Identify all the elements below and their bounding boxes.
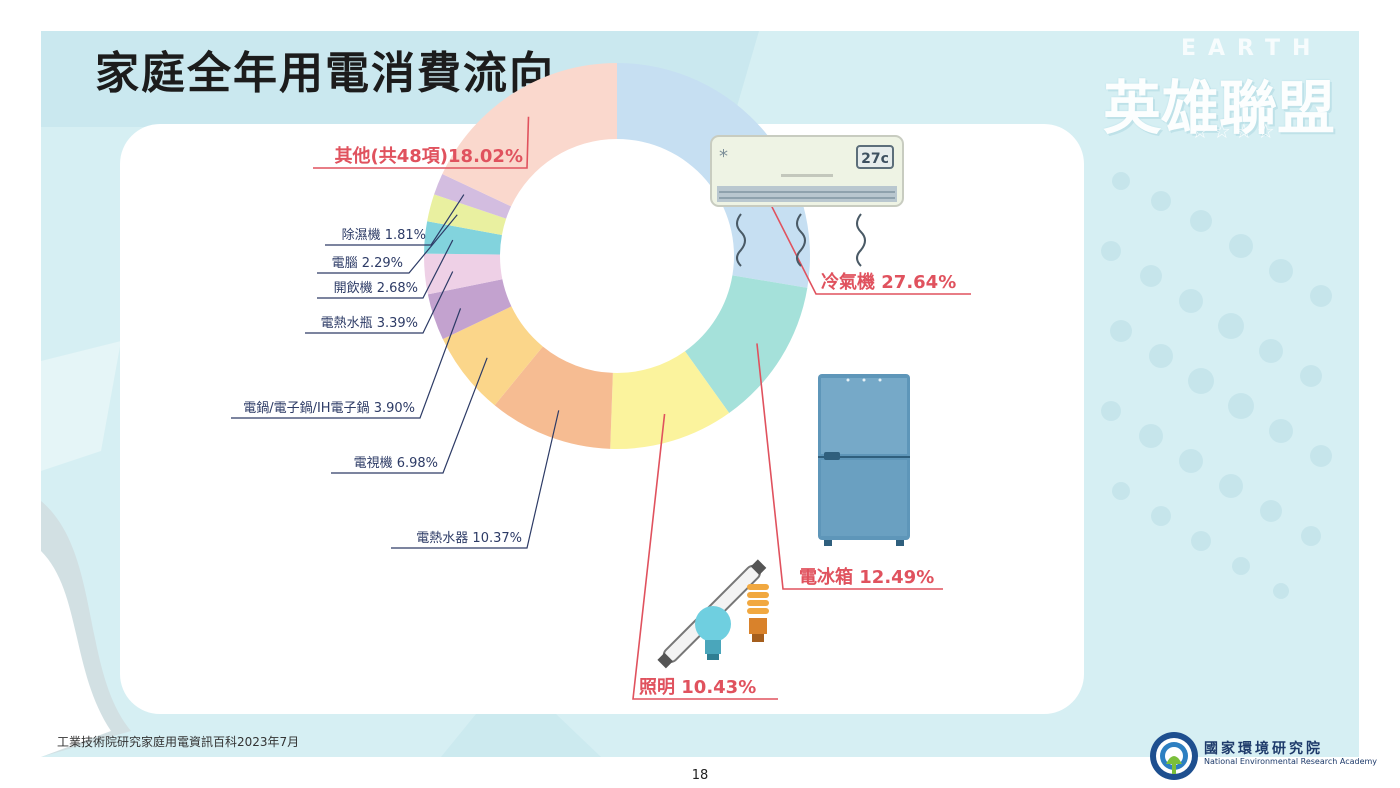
organization-name-zh: 國家環境研究院 <box>1204 741 1323 757</box>
pie-slice-10 <box>434 174 512 219</box>
slice-label-7: 電熱水瓶 3.39% <box>321 316 418 331</box>
ac-display-text: 27c <box>861 151 889 167</box>
organization-logo-icon <box>1150 732 1198 780</box>
leader-line-7 <box>305 271 454 334</box>
slice-label-11: 其他(共48項)18.02% <box>335 145 523 167</box>
organization-name-en: National Environmental Research Academy <box>1204 757 1378 766</box>
brand-earth-text: EARTH <box>1181 36 1323 61</box>
slice-label-1: 冷氣機 27.64% <box>821 271 956 293</box>
pie-slice-3 <box>610 351 730 450</box>
air-conditioner-icon: 27c * <box>710 135 904 267</box>
leader-line-8 <box>317 239 454 299</box>
slice-label-4: 電熱水器 10.37% <box>416 531 522 546</box>
background-decoration <box>41 31 1332 757</box>
brand-logo: 英雄聯盟 <box>1103 74 1336 142</box>
pie-slice-7 <box>424 253 503 295</box>
leader-line-4 <box>391 410 560 549</box>
pie-slice-11 <box>442 63 617 207</box>
pie-slice-8 <box>424 221 502 255</box>
slice-label-10: 除濕機 1.81% <box>342 228 426 243</box>
pie-slice-4 <box>494 346 613 449</box>
leader-line-9 <box>317 214 458 274</box>
pie-slice-2 <box>684 275 808 414</box>
pie-slice-5 <box>442 306 543 406</box>
slice-label-6: 電鍋/電子鍋/IH電子鍋 3.90% <box>243 400 415 416</box>
leader-line-6 <box>231 308 462 419</box>
page-title: 家庭全年用電消費流向 <box>95 48 555 99</box>
labels-layer: 冷氣機 27.64% 電冰箱 12.49% 照明 10.43% 電熱水器 10.37%… <box>243 145 956 698</box>
lightbulb-icon <box>657 559 769 669</box>
leader-line-11 <box>313 116 530 169</box>
donut-chart: 冷氣機 27.64% 電冰箱 12.49% 照明 10.43% 電熱水器 10.37%… <box>231 63 971 700</box>
leader-line-2 <box>756 343 943 590</box>
page-number: 18 <box>691 768 709 783</box>
refrigerator-icon <box>818 374 910 546</box>
slice-label-8: 開飲機 2.68% <box>334 280 418 296</box>
leader-line-10 <box>325 194 465 246</box>
slice-label-3: 照明 10.43% <box>639 677 756 698</box>
source-note: 工業技術院研究家庭用電資訊百科2023年7月 <box>57 735 300 749</box>
svg-text:*: * <box>719 146 728 167</box>
leader-line-5 <box>331 357 488 474</box>
pie-slice-9 <box>427 194 507 235</box>
brand-stars: ☆☆☆☆ <box>1191 119 1279 143</box>
slice-label-2: 電冰箱 12.49% <box>799 566 934 588</box>
slice-label-5: 電視機 6.98% <box>354 456 438 471</box>
slices-layer <box>424 63 810 450</box>
slice-label-9: 電腦 2.29% <box>332 256 403 271</box>
slide: 家庭全年用電消費流向 EARTH 英雄聯盟 ☆☆☆☆ 冷氣機 27.64% 電冰箱… <box>41 31 1359 757</box>
pie-slice-6 <box>427 279 512 340</box>
leader-line-3 <box>632 413 778 700</box>
